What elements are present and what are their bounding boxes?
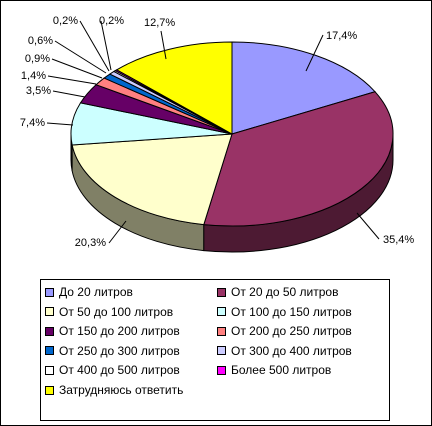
data-label-9: 0,2% (53, 15, 78, 27)
legend-item-3: От 50 до 100 литров (45, 303, 173, 321)
legend-swatch (217, 365, 226, 375)
data-label-2: 35,4% (383, 234, 414, 246)
leader-line-3 (108, 220, 127, 244)
legend-label: От 100 до 150 литров (231, 304, 352, 319)
legend-label: От 300 до 400 литров (231, 343, 352, 358)
leader-line-1 (305, 34, 324, 72)
legend-swatch (45, 346, 54, 356)
data-label-10: 0,2% (99, 15, 124, 27)
legend-label: Затрудняюсь ответить (59, 383, 184, 397)
legend-label: От 20 до 50 литров (231, 285, 339, 299)
legend-item-11: Затрудняюсь ответить (45, 381, 183, 399)
legend-item-1: До 20 литров (45, 283, 133, 301)
legend-swatch (45, 385, 54, 395)
legend-item-2: От 20 до 50 литров (217, 283, 338, 301)
data-label-11: 12,7% (144, 17, 175, 29)
legend-label: Более 500 литров (231, 363, 332, 378)
leader-line-10 (100, 20, 112, 71)
legend-swatch (45, 287, 54, 297)
leader-line-5 (52, 90, 86, 98)
leader-line-11 (160, 30, 167, 60)
legend-label: От 200 до 250 литров (231, 324, 352, 339)
data-label-1: 17,4% (326, 30, 357, 42)
legend-item-4: От 100 до 150 литров (217, 303, 352, 321)
legend-swatch (45, 326, 54, 336)
pie-slice-2 (203, 91, 394, 227)
pie-slice-3 (71, 133, 233, 226)
data-label-5: 3,5% (26, 85, 51, 97)
legend: До 20 литров От 20 до 50 литров От 50 до 1… (40, 279, 390, 421)
leader-line-6 (47, 75, 97, 85)
legend-label: До 20 литров (59, 285, 133, 299)
legend-label: От 50 до 100 литров (59, 304, 174, 319)
legend-swatch (217, 307, 226, 317)
legend-label: От 400 до 500 литров (59, 363, 180, 378)
data-label-4: 7,4% (20, 117, 45, 129)
legend-swatch (45, 307, 54, 317)
legend-item-7: От 250 до 300 литров (45, 342, 180, 360)
leader-line-8 (54, 40, 107, 74)
legend-label: От 250 до 300 литров (59, 343, 180, 358)
data-label-7: 0,9% (25, 53, 50, 65)
leader-line-7 (51, 58, 103, 79)
legend-item-6: От 200 до 250 литров (217, 322, 352, 340)
pie-chart: 17,4%35,4%20,3%7,4%3,5%1,4%0,9%0,6%0,2% 0… (20, 15, 414, 253)
pie-slice-11 (115, 41, 233, 135)
legend-swatch (217, 287, 226, 297)
legend-label: От 150 до 200 литров (59, 324, 180, 339)
legend-item-8: От 300 до 400 литров (217, 342, 352, 360)
leader-line-2 (356, 212, 380, 240)
legend-swatch (217, 346, 226, 356)
pie-tops (70, 41, 394, 227)
legend-item-9: От 400 до 500 литров (45, 361, 180, 379)
legend-item-10: Более 500 литров (217, 361, 331, 379)
legend-item-5: От 150 до 200 литров (45, 322, 180, 340)
data-label-8: 0,6% (28, 35, 53, 47)
data-label-6: 1,4% (21, 70, 46, 82)
leader-line-4 (46, 122, 74, 126)
legend-swatch (217, 326, 226, 336)
data-labels: 17,4%35,4%20,3%7,4%3,5%1,4%0,9%0,6%0,2% 0… (20, 15, 414, 249)
data-label-3: 20,3% (75, 237, 106, 249)
leader-line-9 (79, 20, 110, 72)
pie-slice-1 (231, 41, 376, 135)
legend-swatch (45, 365, 54, 375)
